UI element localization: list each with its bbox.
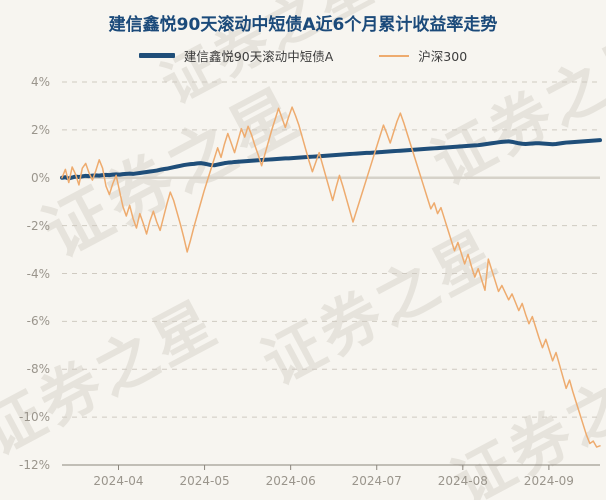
series-line-benchmark <box>61 106 601 448</box>
y-axis-tick-label: -10% <box>18 410 50 425</box>
legend-label-fund: 建信鑫悦90天滚动中短债A <box>183 49 334 64</box>
y-axis-tick-label: -4% <box>26 266 50 281</box>
y-axis-tick-label: -6% <box>26 314 50 329</box>
x-axis-tick-label: 2024-06 <box>265 474 316 488</box>
y-axis-tick-label: -12% <box>18 458 50 472</box>
x-axis-tick-label: 2024-07 <box>351 474 402 488</box>
chart-legend: 建信鑫悦90天滚动中短债A 沪深300 <box>0 46 606 65</box>
x-axis-tick-label: 2024-04 <box>93 474 144 488</box>
legend-swatch-fund-icon <box>138 53 175 58</box>
legend-item-benchmark[interactable]: 沪深300 <box>379 46 467 65</box>
y-axis-tick-label: 2% <box>30 122 50 137</box>
series-line-fund <box>60 138 602 181</box>
y-axis-tick-label: 0% <box>30 170 50 185</box>
legend-item-fund[interactable]: 建信鑫悦90天滚动中短债A <box>138 46 334 65</box>
x-axis-tick-label: 2024-05 <box>179 474 230 488</box>
y-axis-tick-label: -2% <box>26 218 50 233</box>
x-axis-tick-label: 2024-09 <box>523 474 574 488</box>
x-axis-tick-label: 2024-08 <box>437 474 488 488</box>
y-axis-tick-label: 4% <box>30 75 50 89</box>
y-axis-tick-label: -8% <box>26 362 50 377</box>
chart-title: 建信鑫悦90天滚动中短债A近6个月累计收益率走势 <box>108 15 498 35</box>
legend-label-benchmark: 沪深300 <box>418 49 468 64</box>
legend-swatch-benchmark-icon <box>379 54 410 57</box>
